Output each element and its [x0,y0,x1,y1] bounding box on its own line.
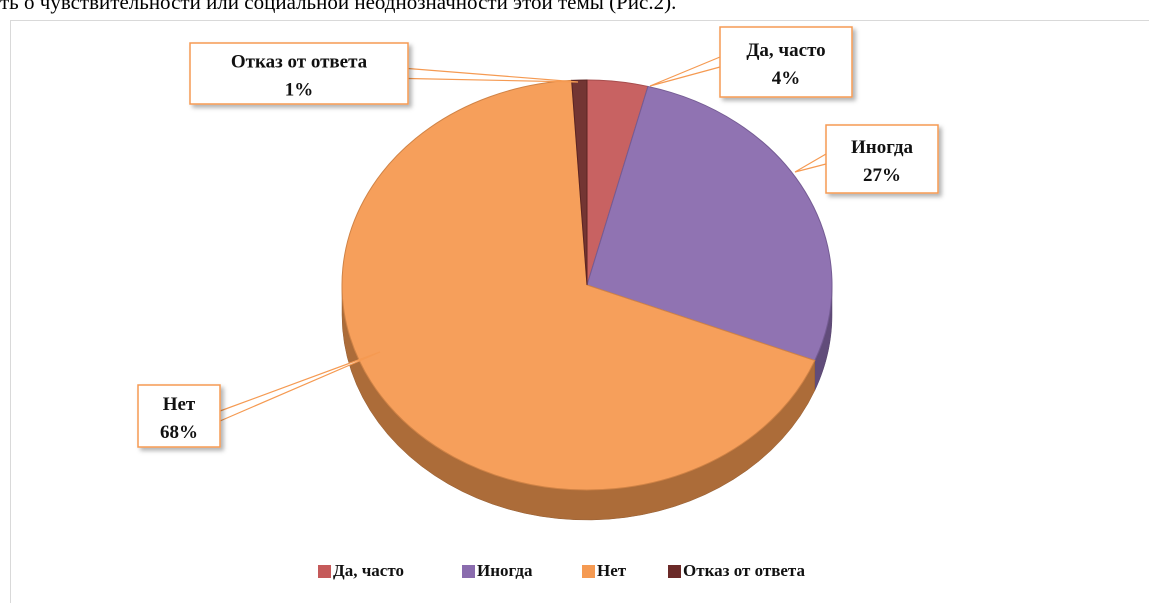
data-label: Да, часто 4% [649,26,853,98]
pie-slice [341,79,816,491]
label-category: Нет [163,394,196,415]
leader-line [649,56,721,87]
label-box [719,26,853,98]
data-label: Отказ от ответа 1% [189,42,579,105]
label-value: 1% [285,80,314,101]
label-value: 4% [772,68,801,89]
legend-label: Да, часто [333,561,404,580]
label-value: 27% [863,165,901,186]
pie-slice [571,79,588,286]
data-label: Нет 68% [137,351,381,448]
legend-swatch [582,565,595,578]
label-category: Иногда [851,137,914,158]
label-box [825,124,939,194]
legend-label: Отказ от ответа [683,561,805,580]
header-text: ть о чувствительности или социальной нео… [0,0,676,14]
legend-swatch [668,565,681,578]
label-box [137,384,221,448]
legend-swatch [462,565,475,578]
pie-slice [586,85,833,362]
leader-line [794,153,827,173]
chart-frame [10,20,1149,603]
label-category: Отказ от ответа [231,52,368,73]
legend-label: Иногда [477,561,533,580]
leader-line [219,351,381,422]
legend-swatch [318,565,331,578]
label-value: 68% [160,422,198,443]
leader-line [407,67,579,83]
legend-label: Нет [597,561,627,580]
label-category: Да, часто [746,40,825,61]
label-box [189,42,409,105]
data-label: Иногда 27% [794,124,939,194]
